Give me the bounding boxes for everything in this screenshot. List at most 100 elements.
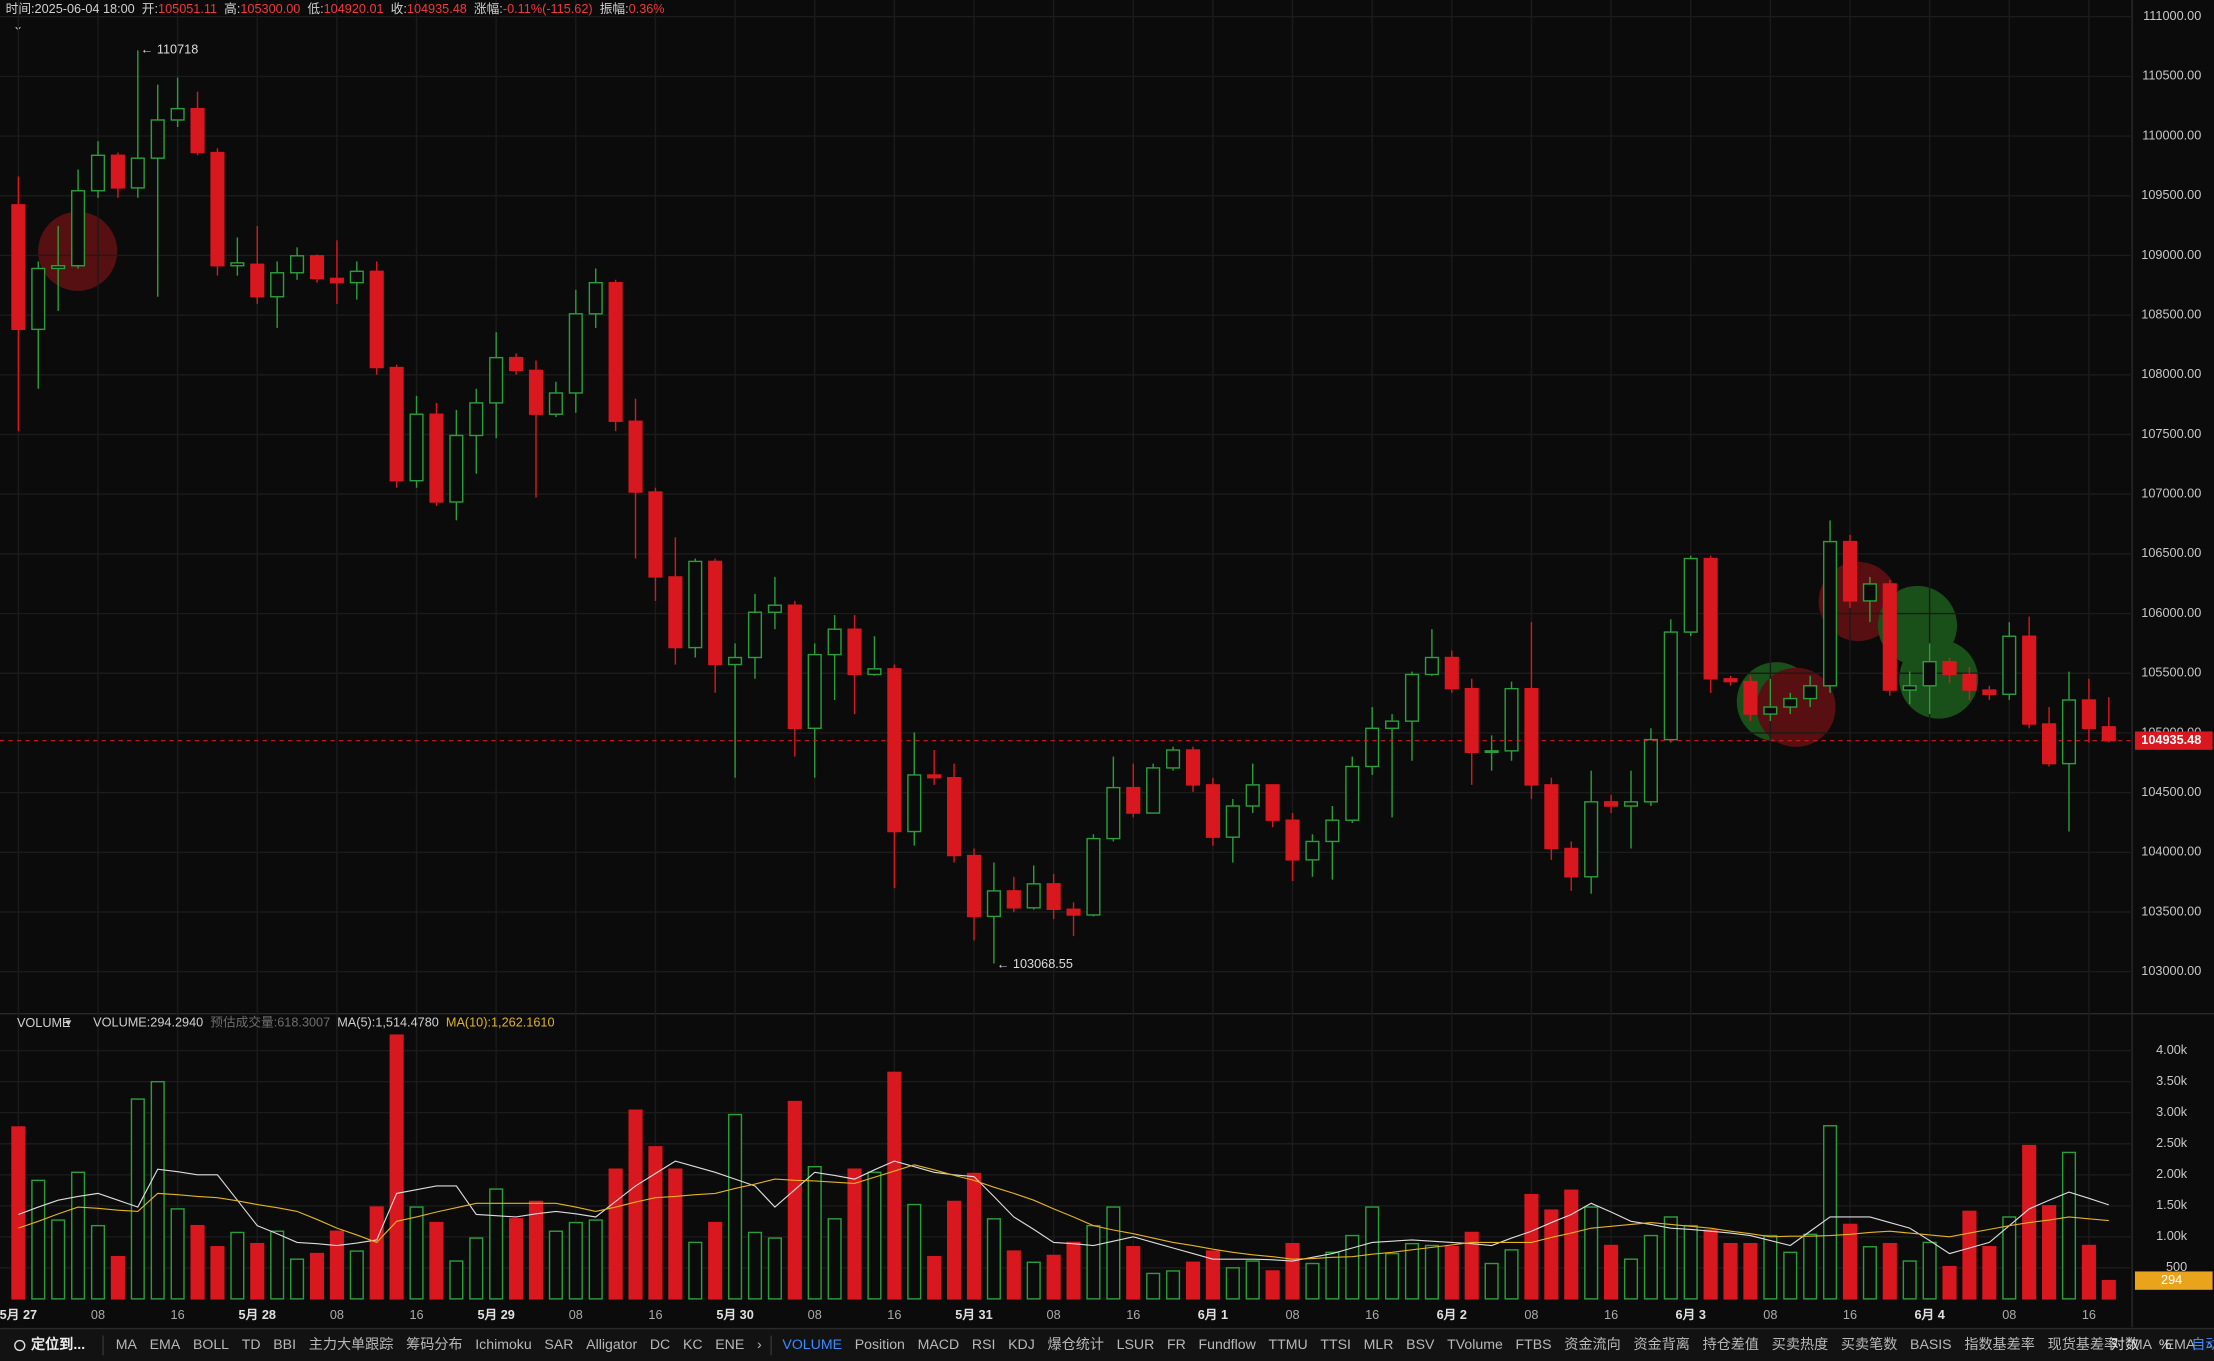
indicator-tab[interactable]: 买卖热度 (1772, 1336, 1828, 1352)
volume-bar (1942, 1265, 1957, 1300)
volume-bar (1823, 1125, 1838, 1300)
indicator-tab[interactable]: Ichimoku (475, 1336, 531, 1352)
scale-option[interactable]: % (2159, 1336, 2172, 1352)
y-tick-label: 107000.00 (2141, 487, 2201, 501)
indicator-tab[interactable]: KC (683, 1336, 703, 1352)
y2-tick-label: 2.50k (2156, 1136, 2188, 1150)
indicator-tab[interactable]: BBI (273, 1336, 296, 1352)
volume-bar (210, 1246, 225, 1300)
indicator-tab[interactable]: MA (2131, 1336, 2153, 1352)
indicator-tab[interactable]: LSUR (1117, 1336, 1155, 1352)
candle-body (1265, 784, 1280, 821)
candle-body (1942, 660, 1957, 676)
indicator-tab[interactable]: RSI (972, 1336, 996, 1352)
indicator-tab[interactable]: 主力大单跟踪 (309, 1336, 394, 1352)
volume-bar (1584, 1206, 1599, 1300)
indicator-tab[interactable]: TVolume (1447, 1336, 1503, 1352)
header-value: 105300.00 (240, 2, 300, 16)
indicator-tab[interactable]: 现货基差率 (2048, 1336, 2119, 1352)
indicator-tab[interactable]: KDJ (1008, 1336, 1035, 1352)
indicator-tab[interactable]: TTSI (1320, 1336, 1351, 1352)
volume-bar (728, 1113, 743, 1300)
header-label: 高: (224, 1, 240, 16)
scale-option[interactable]: 对数 (2111, 1336, 2139, 1352)
candle-body (1584, 801, 1599, 878)
indicator-tab[interactable]: SAR (544, 1336, 573, 1352)
volume-tag-label: 294 (2161, 1273, 2182, 1287)
header-value: 104935.48 (407, 2, 467, 16)
indicator-tab[interactable]: 资金流向 (1564, 1336, 1620, 1352)
indicator-tab[interactable]: EMA (2165, 1336, 2196, 1352)
y-tick-label: 111000.00 (2143, 9, 2201, 23)
x-tick-label: 16 (887, 1308, 901, 1322)
y-tick-label: 110500.00 (2142, 69, 2201, 83)
volume-bar (1524, 1193, 1539, 1300)
indicator-tab[interactable]: 指数基差率 (1964, 1336, 2035, 1352)
candle-body (210, 151, 225, 267)
x-tick-label: 08 (91, 1308, 105, 1322)
y2-tick-label: 4.00k (2156, 1043, 2188, 1057)
x-tick-label: 6月 3 (1676, 1308, 1706, 1322)
candle-body (568, 313, 583, 394)
legend-value: 618.3007 (277, 1016, 330, 1030)
candle-body (2042, 723, 2057, 765)
volume-bar (528, 1200, 544, 1300)
indicator-tab[interactable]: BASIS (1910, 1336, 1952, 1352)
more-icon[interactable]: › (757, 1336, 762, 1352)
x-tick-label: 5月 27 (0, 1308, 37, 1322)
candle-body (528, 369, 544, 415)
candle-body (1404, 673, 1420, 722)
volume-bar (1723, 1242, 1738, 1300)
candle-body (1146, 767, 1161, 814)
candle-body (648, 491, 663, 578)
indicator-tab[interactable]: 资金背离 (1633, 1336, 1689, 1352)
candle-body (1325, 819, 1340, 843)
indicator-tab[interactable]: 爆仓统计 (1047, 1336, 1103, 1352)
candle-body (1643, 738, 1658, 803)
indicator-tab[interactable]: BSV (1406, 1336, 1435, 1352)
candle-body (1166, 749, 1181, 769)
volume-bar (1604, 1244, 1619, 1300)
candle-body (1743, 680, 1758, 715)
volume-bar (747, 1231, 763, 1300)
more-icon[interactable]: › (2208, 1336, 2213, 1352)
candle-body (429, 413, 444, 503)
header-label: 涨幅: (474, 2, 503, 16)
candle-body (887, 668, 902, 833)
candle-body (608, 281, 623, 422)
x-tick-label: 16 (1843, 1308, 1857, 1322)
indicator-tab[interactable]: ENE (715, 1336, 744, 1352)
indicator-tab[interactable]: DC (650, 1336, 670, 1352)
candle-body (2022, 635, 2037, 725)
indicator-tab[interactable]: Fundflow (1199, 1336, 1257, 1352)
indicator-tab[interactable]: MACD (918, 1336, 960, 1352)
indicator-tab[interactable]: EMA (150, 1336, 181, 1352)
volume-bar (1046, 1254, 1061, 1300)
scale-option[interactable]: 自动 (2191, 1336, 2214, 1352)
candle-body (847, 628, 862, 676)
indicator-tab[interactable]: 持仓差值 (1703, 1336, 1759, 1352)
candle-body (548, 392, 563, 415)
volume-bar (190, 1224, 205, 1300)
volume-dropdown-icon[interactable]: ▼ (64, 1018, 74, 1029)
price-tag (2134, 731, 2213, 750)
indicator-tab[interactable]: FTBS (1516, 1336, 1552, 1352)
indicator-tab[interactable]: Position (855, 1336, 905, 1352)
indicator-tab[interactable]: TTMU (1268, 1336, 1307, 1352)
indicator-tab[interactable]: MA (116, 1336, 138, 1352)
indicator-tab[interactable]: MLR (1364, 1336, 1394, 1352)
volume-bar (907, 1203, 922, 1300)
indicator-tab[interactable]: BOLL (193, 1336, 229, 1352)
indicator-tab[interactable]: FR (1167, 1336, 1186, 1352)
indicator-tab[interactable]: Alligator (586, 1336, 637, 1352)
indicator-tab[interactable]: 筹码分布 (406, 1336, 462, 1352)
indicator-tab[interactable]: 买卖笔数 (1841, 1336, 1897, 1352)
locate-icon[interactable] (14, 1339, 26, 1352)
candle-body (1026, 883, 1041, 909)
volume-bar (429, 1221, 444, 1300)
locate-button[interactable]: 定位到... (31, 1336, 85, 1352)
indicator-tab[interactable]: TD (242, 1336, 261, 1352)
indicator-tab[interactable]: VOLUME (782, 1336, 842, 1352)
volume-bar (1106, 1206, 1121, 1300)
